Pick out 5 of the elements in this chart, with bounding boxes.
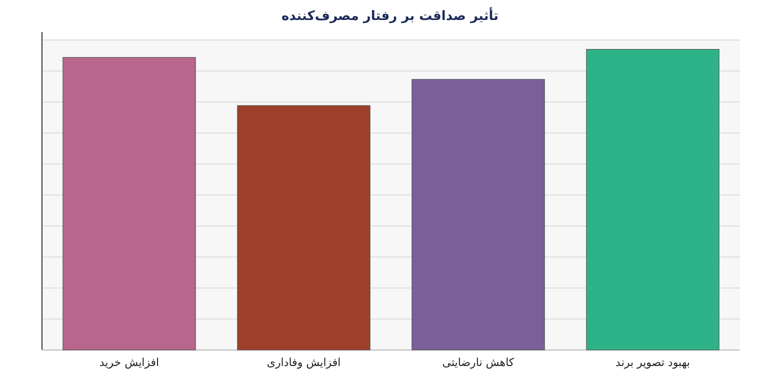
chart-title: تأثیر صداقت بر رفتار مصرف‌کننده bbox=[282, 7, 498, 24]
x-tick-label: بهبود تصویر برند bbox=[616, 356, 690, 369]
x-tick-label: افزایش خرید bbox=[99, 356, 160, 369]
x-tick-label: افزایش وفاداری bbox=[266, 356, 341, 369]
x-tick-label: کاهش نارضایتی bbox=[442, 356, 515, 369]
